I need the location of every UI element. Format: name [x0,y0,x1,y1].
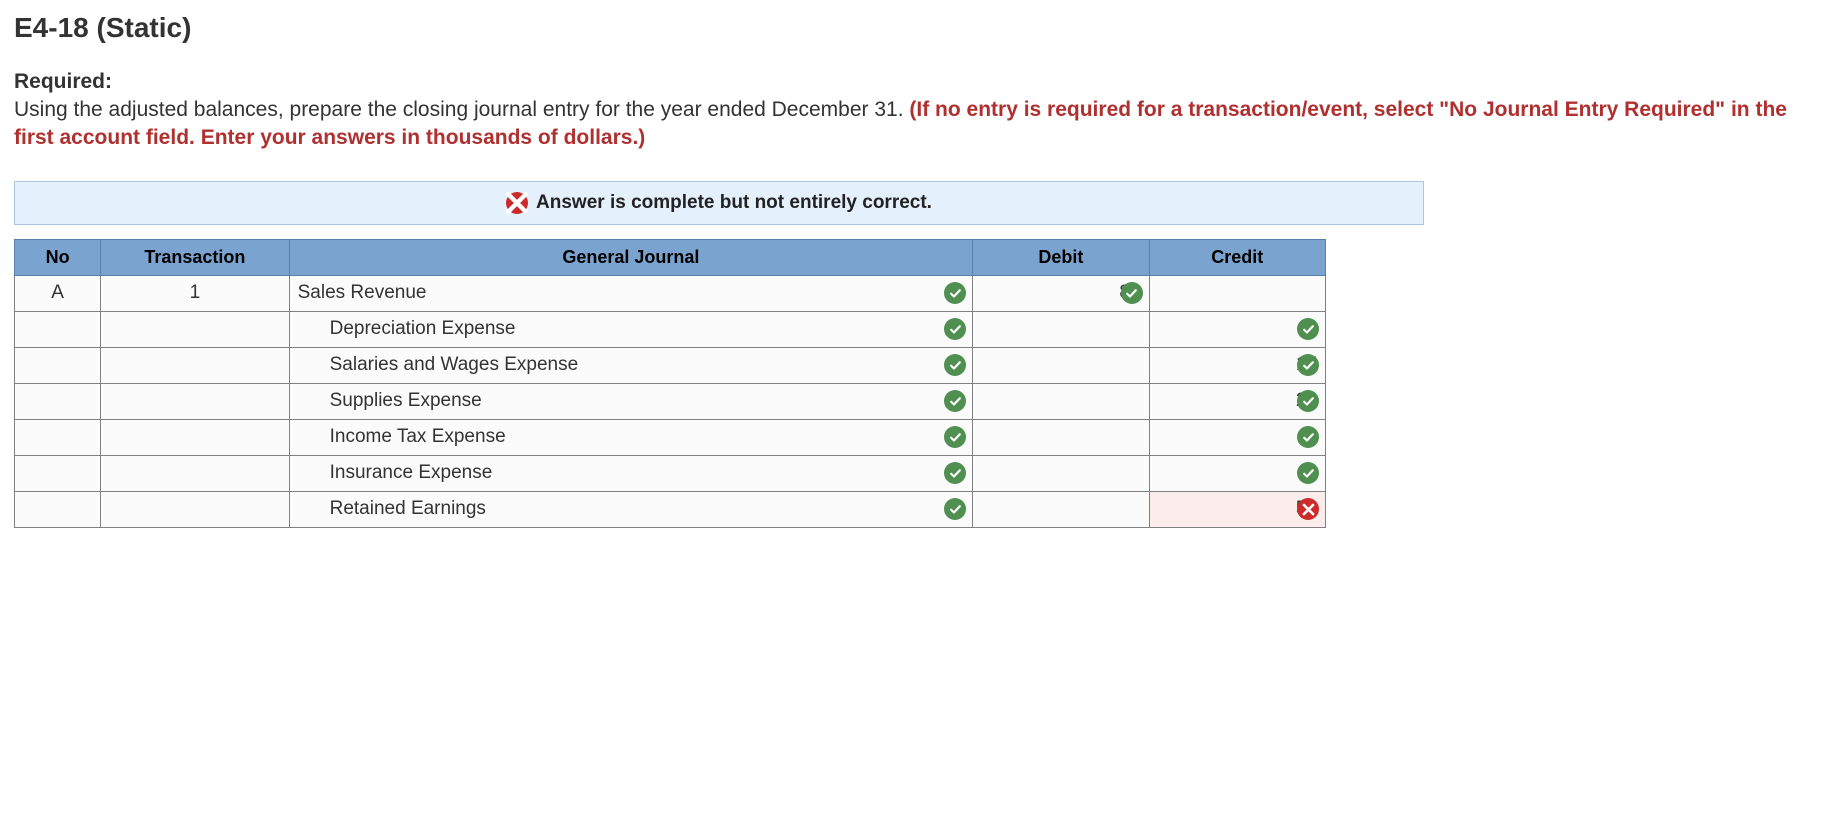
account-select[interactable]: Retained Earnings [289,491,973,527]
cell-no [15,491,101,527]
account-select[interactable]: Depreciation Expense [289,311,973,347]
debit-input[interactable] [973,311,1149,347]
check-icon [944,498,966,520]
credit-input[interactable]: 9 [1149,419,1325,455]
col-header-no: No [15,239,101,275]
cell-transaction [101,311,289,347]
account-label: Salaries and Wages Expense [330,354,579,375]
check-icon [944,318,966,340]
col-header-transaction: Transaction [101,239,289,275]
journal-table: No Transaction General Journal Debit Cre… [14,239,1326,528]
cell-transaction: 1 [101,275,289,311]
check-icon [944,390,966,412]
credit-input[interactable]: 17 [1149,347,1325,383]
cross-icon [1297,498,1319,520]
check-icon [944,354,966,376]
credit-input[interactable]: 4 [1149,311,1325,347]
cell-transaction [101,491,289,527]
account-label: Depreciation Expense [330,318,516,339]
debit-input[interactable] [973,455,1149,491]
instructions-plain: Using the adjusted balances, prepare the… [14,98,909,121]
credit-input[interactable]: 51 [1149,491,1325,527]
cell-no [15,311,101,347]
col-header-debit: Debit [973,239,1149,275]
table-row: Retained Earnings 51 [15,491,1326,527]
table-row: Insurance Expense 5 [15,455,1326,491]
account-select[interactable]: Supplies Expense [289,383,973,419]
cell-transaction [101,383,289,419]
account-label: Sales Revenue [298,282,427,303]
cell-no [15,383,101,419]
check-icon [1297,354,1319,376]
table-row: A1 Sales Revenue 80 [15,275,1326,311]
account-label: Supplies Expense [330,390,482,411]
account-label: Insurance Expense [330,462,493,483]
check-icon [1297,318,1319,340]
account-label: Retained Earnings [330,498,486,519]
col-header-general-journal: General Journal [289,239,973,275]
status-banner-text: Answer is complete but not entirely corr… [536,192,932,214]
credit-input[interactable] [1149,275,1325,311]
credit-input[interactable]: 5 [1149,455,1325,491]
instructions: Using the adjusted balances, prepare the… [14,96,1830,153]
debit-input[interactable] [973,347,1149,383]
check-icon [1297,390,1319,412]
x-icon [506,192,528,214]
cell-no [15,455,101,491]
required-label: Required: [14,70,1830,94]
account-label: Income Tax Expense [330,426,506,447]
cell-no [15,419,101,455]
cell-transaction [101,347,289,383]
check-icon [944,282,966,304]
cell-no [15,347,101,383]
table-row: Salaries and Wages Expense 17 [15,347,1326,383]
debit-input[interactable] [973,419,1149,455]
credit-input[interactable]: 26 [1149,383,1325,419]
status-banner: Answer is complete but not entirely corr… [14,181,1424,225]
col-header-credit: Credit [1149,239,1325,275]
cell-transaction [101,419,289,455]
cell-no: A [15,275,101,311]
check-icon [944,462,966,484]
account-select[interactable]: Salaries and Wages Expense [289,347,973,383]
debit-input[interactable] [973,383,1149,419]
check-icon [1121,282,1143,304]
check-icon [1297,426,1319,448]
account-select[interactable]: Insurance Expense [289,455,973,491]
table-row: Supplies Expense 26 [15,383,1326,419]
account-select[interactable]: Income Tax Expense [289,419,973,455]
table-row: Depreciation Expense 4 [15,311,1326,347]
debit-input[interactable] [973,491,1149,527]
debit-input[interactable]: 80 [973,275,1149,311]
table-row: Income Tax Expense 9 [15,419,1326,455]
cell-transaction [101,455,289,491]
check-icon [944,426,966,448]
check-icon [1297,462,1319,484]
account-select[interactable]: Sales Revenue [289,275,973,311]
page-title: E4-18 (Static) [14,12,1830,44]
